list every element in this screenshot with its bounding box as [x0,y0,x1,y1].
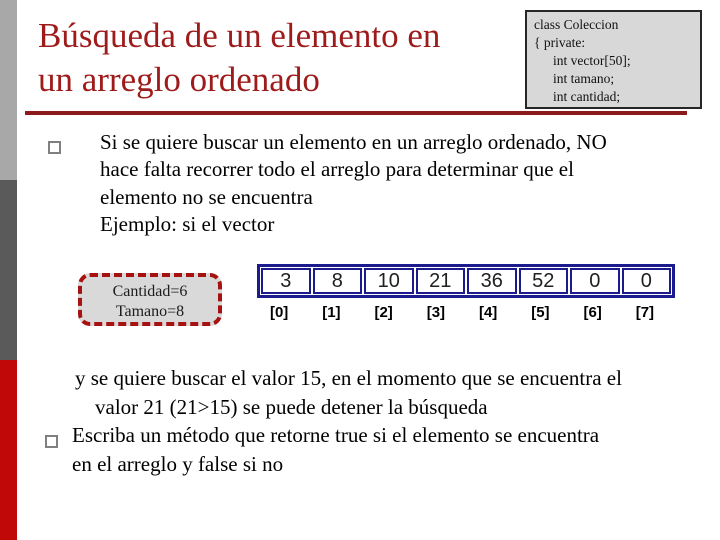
accent-bar-segment-red [0,360,17,540]
array-cell: 0 [570,268,620,294]
array-cell: 21 [415,268,465,294]
search-explanation-paragraph: y se quiere buscar el valor 15, en el mo… [75,366,622,419]
array-cell: 52 [518,268,568,294]
left-accent-bar [0,0,17,540]
array-cell: 0 [621,268,671,294]
tamano-label: Tamano=8 [115,303,185,320]
array-index-label: [0] [269,304,289,321]
code-line-tamano: int tamano; [553,71,615,86]
array-cell: 10 [364,268,414,294]
intro-paragraph: Si se quiere buscar un elemento en un ar… [100,130,607,237]
array-cell: 36 [467,268,517,294]
array-index-label: [2] [374,304,393,321]
code-line-private: { private: [534,35,586,50]
array-index-label: [6] [583,304,602,321]
array-index-label: [1] [322,304,341,321]
array-index-label: [7] [635,304,655,321]
array-index-row: [0] [1] [2] [3] [4] [5] [6] [7] [253,301,671,325]
code-line-vector: int vector[50]; [553,53,631,68]
array-index-label: [5] [531,304,550,321]
code-line-class: class Coleccion [534,17,619,32]
bullet-square-icon [45,435,58,448]
accent-bar-segment-light [0,0,17,180]
array-index-label: [3] [426,304,446,321]
exercise-paragraph: Escriba un método que retorne true si el… [72,423,600,476]
title-underline-divider [25,111,687,115]
array-diagram: 3 8 10 21 36 52 0 0 [257,264,675,298]
array-cell: 8 [312,268,362,294]
bullet-square-icon [48,141,61,154]
page-title: Búsqueda de un elemento en un arreglo or… [38,16,441,99]
code-line-cantidad: int cantidad; [553,89,621,104]
cantidad-label: Cantidad=6 [112,283,188,300]
array-index-label: [4] [478,304,498,321]
array-cell: 3 [261,268,311,294]
code-snippet-box: class Coleccion { private: int vector[50… [525,10,702,109]
cantidad-tamano-box: Cantidad=6 Tamano=8 [78,273,222,326]
accent-bar-segment-dark [0,180,17,360]
